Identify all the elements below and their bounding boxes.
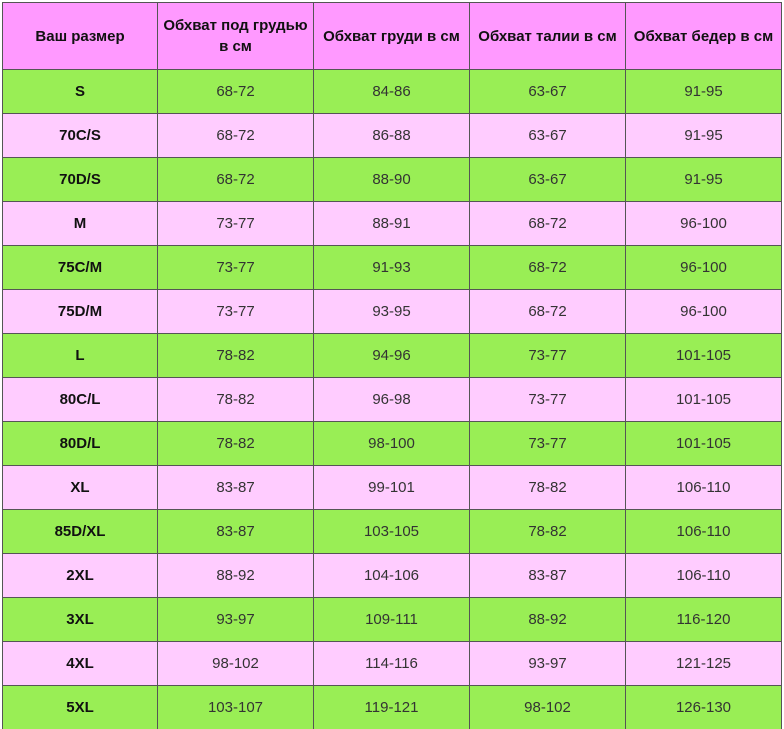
table-row: 3XL 93-97 109-111 88-92 116-120: [3, 598, 782, 642]
size-cell: L: [3, 334, 158, 378]
underbust-cell: 78-82: [158, 422, 314, 466]
table-row: 2XL 88-92 104-106 83-87 106-110: [3, 554, 782, 598]
waist-cell: 88-92: [470, 598, 626, 642]
size-cell: 70D/S: [3, 158, 158, 202]
table-row: 75C/M 73-77 91-93 68-72 96-100: [3, 246, 782, 290]
hips-cell: 96-100: [626, 290, 782, 334]
underbust-cell: 73-77: [158, 202, 314, 246]
table-row: 75D/M 73-77 93-95 68-72 96-100: [3, 290, 782, 334]
underbust-cell: 78-82: [158, 378, 314, 422]
hips-cell: 116-120: [626, 598, 782, 642]
bust-cell: 93-95: [314, 290, 470, 334]
bust-cell: 88-91: [314, 202, 470, 246]
bust-cell: 96-98: [314, 378, 470, 422]
underbust-cell: 83-87: [158, 466, 314, 510]
underbust-cell: 73-77: [158, 246, 314, 290]
table-row: 4XL 98-102 114-116 93-97 121-125: [3, 642, 782, 686]
table-row: 70C/S 68-72 86-88 63-67 91-95: [3, 114, 782, 158]
underbust-cell: 68-72: [158, 70, 314, 114]
size-cell: 2XL: [3, 554, 158, 598]
hips-cell: 121-125: [626, 642, 782, 686]
table-row: 70D/S 68-72 88-90 63-67 91-95: [3, 158, 782, 202]
waist-cell: 63-67: [470, 158, 626, 202]
bust-cell: 91-93: [314, 246, 470, 290]
underbust-cell: 78-82: [158, 334, 314, 378]
hips-cell: 106-110: [626, 510, 782, 554]
underbust-cell: 93-97: [158, 598, 314, 642]
header-hips: Обхват бедер в см: [626, 3, 782, 70]
size-cell: 75D/M: [3, 290, 158, 334]
size-cell: 75C/M: [3, 246, 158, 290]
waist-cell: 83-87: [470, 554, 626, 598]
table-row: 5XL 103-107 119-121 98-102 126-130: [3, 686, 782, 729]
size-cell: 80D/L: [3, 422, 158, 466]
size-cell: 5XL: [3, 686, 158, 729]
hips-cell: 91-95: [626, 158, 782, 202]
table-row: S 68-72 84-86 63-67 91-95: [3, 70, 782, 114]
bust-cell: 109-111: [314, 598, 470, 642]
bust-cell: 88-90: [314, 158, 470, 202]
waist-cell: 73-77: [470, 422, 626, 466]
header-size: Ваш размер: [3, 3, 158, 70]
waist-cell: 63-67: [470, 70, 626, 114]
size-cell: 4XL: [3, 642, 158, 686]
hips-cell: 126-130: [626, 686, 782, 729]
size-cell: 3XL: [3, 598, 158, 642]
underbust-cell: 68-72: [158, 114, 314, 158]
underbust-cell: 68-72: [158, 158, 314, 202]
table-row: L 78-82 94-96 73-77 101-105: [3, 334, 782, 378]
table-row: 80D/L 78-82 98-100 73-77 101-105: [3, 422, 782, 466]
size-cell: 70C/S: [3, 114, 158, 158]
bust-cell: 114-116: [314, 642, 470, 686]
hips-cell: 106-110: [626, 466, 782, 510]
hips-cell: 101-105: [626, 334, 782, 378]
waist-cell: 78-82: [470, 510, 626, 554]
table-row: M 73-77 88-91 68-72 96-100: [3, 202, 782, 246]
bust-cell: 104-106: [314, 554, 470, 598]
waist-cell: 68-72: [470, 246, 626, 290]
size-cell: XL: [3, 466, 158, 510]
table-row: 80C/L 78-82 96-98 73-77 101-105: [3, 378, 782, 422]
waist-cell: 73-77: [470, 378, 626, 422]
bust-cell: 84-86: [314, 70, 470, 114]
waist-cell: 63-67: [470, 114, 626, 158]
table-row: 85D/XL 83-87 103-105 78-82 106-110: [3, 510, 782, 554]
underbust-cell: 83-87: [158, 510, 314, 554]
hips-cell: 101-105: [626, 378, 782, 422]
bust-cell: 99-101: [314, 466, 470, 510]
hips-cell: 96-100: [626, 246, 782, 290]
waist-cell: 98-102: [470, 686, 626, 729]
header-waist: Обхват талии в см: [470, 3, 626, 70]
bust-cell: 98-100: [314, 422, 470, 466]
size-cell: 80C/L: [3, 378, 158, 422]
bust-cell: 94-96: [314, 334, 470, 378]
hips-cell: 96-100: [626, 202, 782, 246]
bust-cell: 103-105: [314, 510, 470, 554]
table-row: XL 83-87 99-101 78-82 106-110: [3, 466, 782, 510]
waist-cell: 73-77: [470, 334, 626, 378]
waist-cell: 78-82: [470, 466, 626, 510]
bust-cell: 119-121: [314, 686, 470, 729]
hips-cell: 91-95: [626, 70, 782, 114]
hips-cell: 91-95: [626, 114, 782, 158]
underbust-cell: 103-107: [158, 686, 314, 729]
size-cell: S: [3, 70, 158, 114]
waist-cell: 93-97: [470, 642, 626, 686]
underbust-cell: 98-102: [158, 642, 314, 686]
size-cell: M: [3, 202, 158, 246]
header-bust: Обхват груди в см: [314, 3, 470, 70]
size-table-body: S 68-72 84-86 63-67 91-95 70C/S 68-72 86-88 63-6…: [3, 70, 782, 729]
header-row: Ваш размер Обхват под грудью в см Обхват…: [3, 3, 782, 70]
size-cell: 85D/XL: [3, 510, 158, 554]
waist-cell: 68-72: [470, 202, 626, 246]
underbust-cell: 88-92: [158, 554, 314, 598]
hips-cell: 106-110: [626, 554, 782, 598]
waist-cell: 68-72: [470, 290, 626, 334]
underbust-cell: 73-77: [158, 290, 314, 334]
header-underbust: Обхват под грудью в см: [158, 3, 314, 70]
hips-cell: 101-105: [626, 422, 782, 466]
bust-cell: 86-88: [314, 114, 470, 158]
